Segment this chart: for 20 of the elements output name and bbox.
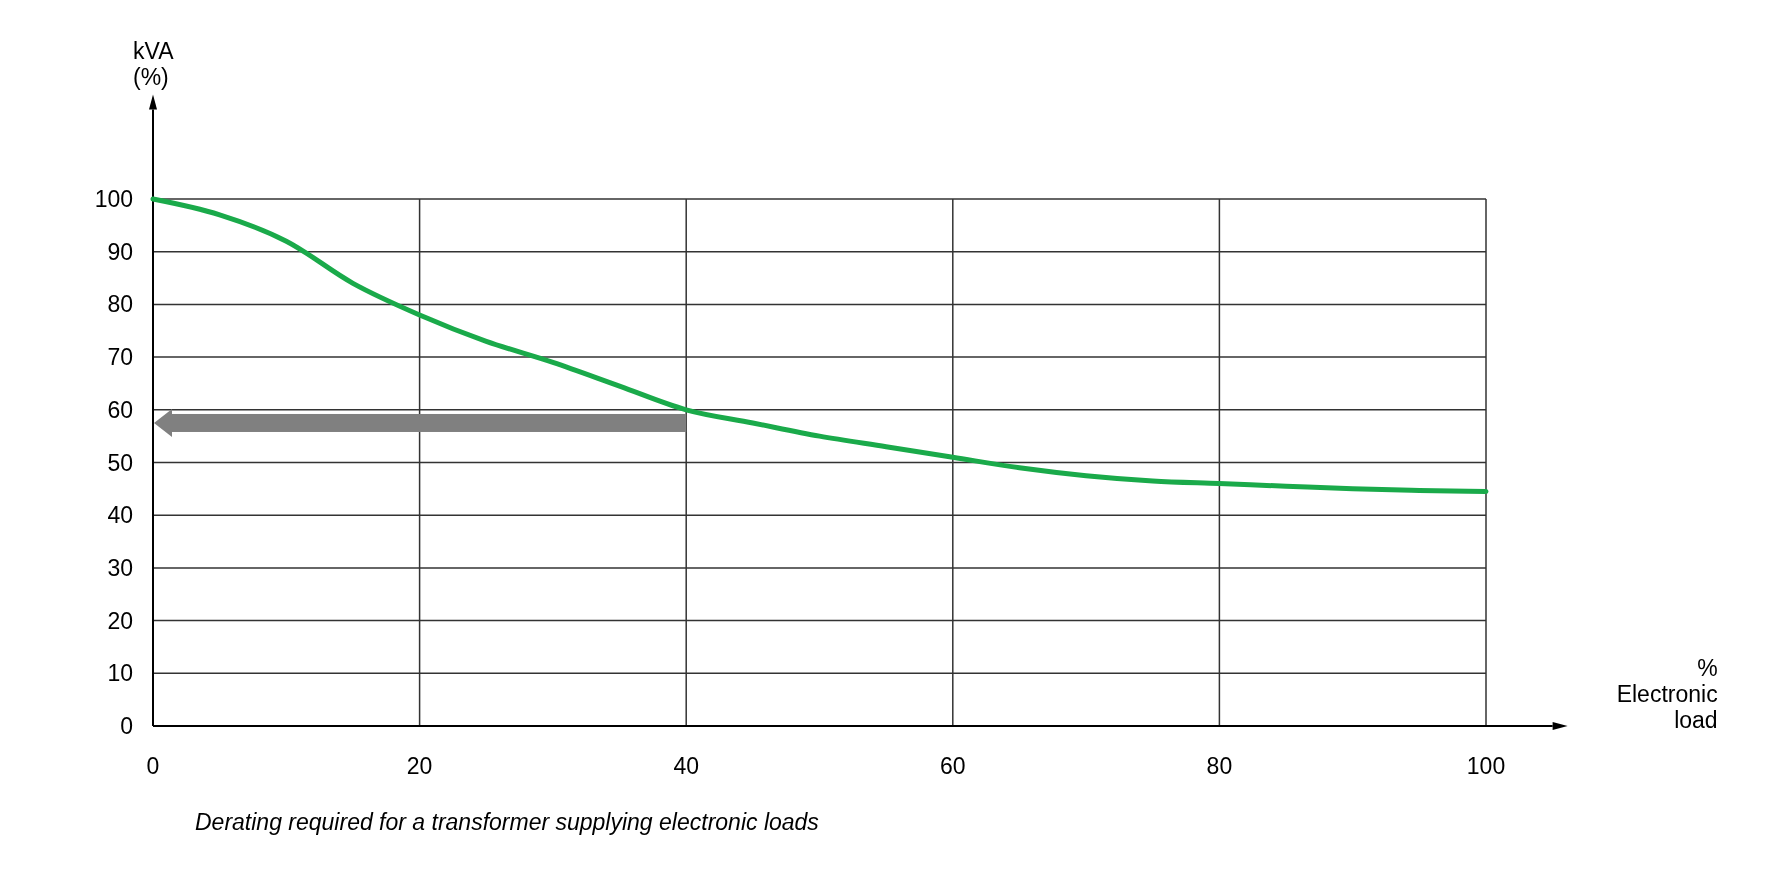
- y-tick-label: 0: [120, 713, 133, 740]
- text: Derating required for a transformer supplying electronic loads: [195, 809, 820, 835]
- x-tick-label: 100: [1466, 753, 1506, 779]
- y-tick-label: 50: [107, 449, 133, 476]
- y-tick-label: 80: [107, 291, 133, 318]
- y-tick-label: 30: [107, 554, 133, 581]
- x-tick-label: 60: [940, 753, 966, 779]
- x-axis-title: % Electronic load: [1616, 655, 1718, 733]
- x-tick-label: 0: [146, 753, 160, 779]
- y-tick-label: 10: [107, 660, 133, 687]
- y-tick-label: 20: [107, 607, 133, 634]
- y-tick-label: 70: [107, 344, 133, 371]
- y-tick-label: 90: [107, 238, 133, 265]
- y-tick-label: 60: [107, 396, 133, 423]
- x-tick-label: 20: [406, 753, 433, 779]
- y-axis-title: kVA (%): [133, 38, 175, 91]
- x-tick-label: 40: [673, 753, 699, 779]
- y-tick-label: 40: [107, 502, 133, 529]
- y-tick-label: 100: [94, 186, 133, 213]
- x-tick-label: 80: [1206, 753, 1233, 779]
